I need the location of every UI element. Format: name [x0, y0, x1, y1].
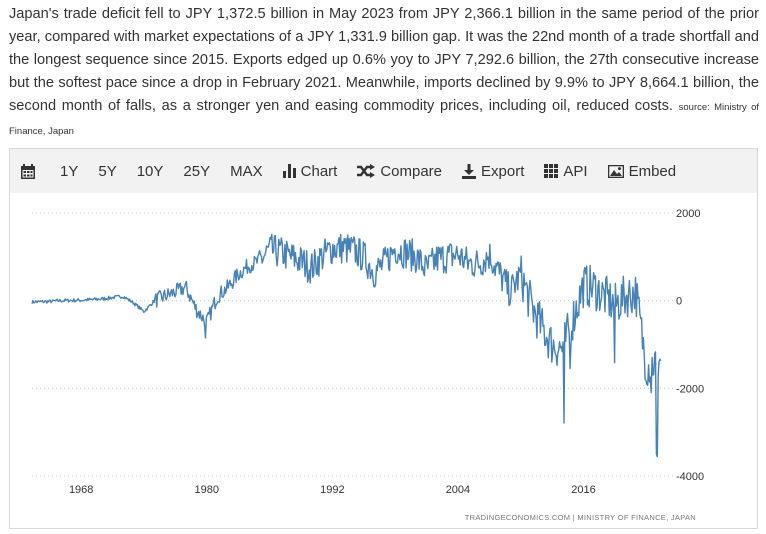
trade-balance-chart: 2000 0 -2000 -4000 1968 1980 1992 2004 2…	[31, 208, 704, 522]
description-text: Japan's trade deficit fell to JPY 1,372.…	[9, 6, 759, 114]
range-max-button[interactable]: MAX	[230, 162, 263, 180]
calendar-button[interactable]	[21, 163, 40, 179]
export-button-label: Export	[481, 162, 525, 180]
grid-lines	[32, 212, 674, 477]
y-tick-label: 2000	[676, 208, 700, 220]
range-1y-button[interactable]: 1Y	[60, 162, 79, 180]
x-tick-labels: 1968 1980 1992 2004 2016	[69, 484, 596, 496]
embed-button[interactable]: Embed	[607, 162, 677, 180]
compare-button[interactable]: Compare	[357, 163, 442, 180]
bar-chart-icon	[282, 164, 296, 178]
attribution-text: TRADINGECONOMICS.COM | MINISTRY OF FINAN…	[465, 513, 696, 522]
range-5y-button[interactable]: 5Y	[98, 162, 117, 180]
export-button[interactable]: Export	[462, 163, 524, 180]
compare-button-label: Compare	[380, 162, 443, 180]
series-line	[31, 233, 662, 458]
image-icon	[607, 164, 624, 178]
x-tick-label: 1992	[320, 484, 344, 496]
embed-button-label: Embed	[628, 162, 677, 180]
chart-container: 2000 0 -2000 -4000 1968 1980 1992 2004 2…	[9, 193, 758, 529]
x-tick-label: 1980	[195, 484, 219, 496]
grid-icon	[544, 164, 559, 178]
x-tick-label: 2004	[446, 484, 470, 496]
y-tick-label: -2000	[676, 383, 704, 395]
calendar-icon	[21, 163, 35, 179]
shuffle-icon	[357, 164, 376, 178]
source-note: source: Ministry of Finance, Japan	[9, 102, 759, 137]
chart-button[interactable]: Chart	[282, 162, 338, 180]
api-button[interactable]: API	[544, 162, 588, 180]
chart-toolbar: 1Y 5Y 10Y 25Y MAX Chart Compare Export A…	[9, 148, 758, 193]
description-paragraph: Japan's trade deficit fell to JPY 1,372.…	[9, 3, 759, 143]
download-icon	[462, 163, 477, 179]
y-tick-label: -4000	[676, 471, 704, 483]
x-tick-label: 1968	[69, 484, 93, 496]
x-tick-label: 2016	[571, 484, 595, 496]
range-10y-button[interactable]: 10Y	[136, 162, 164, 180]
chart-button-label: Chart	[300, 162, 338, 180]
y-tick-labels: 2000 0 -2000 -4000	[676, 208, 704, 483]
range-25y-button[interactable]: 25Y	[183, 162, 211, 180]
y-tick-label: 0	[676, 296, 682, 308]
api-button-label: API	[563, 162, 588, 180]
